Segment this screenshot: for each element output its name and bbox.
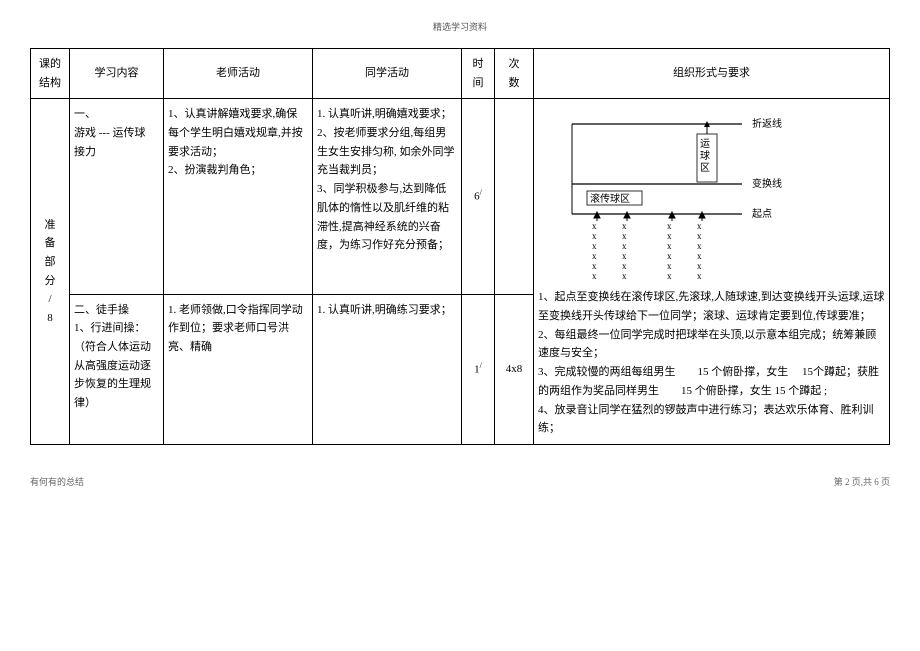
svg-text:x: x bbox=[667, 251, 672, 261]
time-cell-1: 6/ bbox=[462, 99, 495, 294]
org-text-2: 2、每组最终一位同学完成时把球举在头顶,以示意本组完成；统筹兼顾速度与安全； bbox=[538, 326, 885, 363]
svg-text:x: x bbox=[667, 231, 672, 241]
col-header-structure: 课的结构 bbox=[31, 49, 70, 99]
teacher-cell-1: 1、认真讲解嬉戏要求,确保每个学生明白嬉戏规章,并按要求活动；2、扮演裁判角色； bbox=[164, 99, 313, 294]
col-header-student: 同学活动 bbox=[313, 49, 462, 99]
svg-text:运: 运 bbox=[700, 138, 710, 150]
count-cell-1 bbox=[495, 99, 534, 294]
svg-text:x: x bbox=[667, 271, 672, 281]
svg-text:x: x bbox=[667, 221, 672, 231]
time-cell-2: 1/ bbox=[462, 294, 495, 444]
svg-text:x: x bbox=[622, 261, 627, 271]
field-diagram: 折返线 运 球 区 变换线 滚传球区 bbox=[542, 109, 881, 284]
svg-text:x: x bbox=[697, 261, 702, 271]
lesson-table: 课的结构 学习内容 老师活动 同学活动 时间 次数 组织形式与要求 准备部分/8… bbox=[30, 48, 890, 445]
org-text-1: 1、起点至变换线在滚传球区,先滚球,人随球速,到达变换线开头运球,运球至变换线开… bbox=[538, 288, 885, 325]
label-start: 起点 bbox=[752, 208, 772, 220]
footer-right: 第 2 页,共 6 页 bbox=[834, 475, 890, 488]
label-top: 折返线 bbox=[752, 117, 782, 130]
content-cell-2: 二、徒手操1、行进间操：（符合人体运动从高强度运动逐步恢复的生理规律） bbox=[70, 294, 164, 444]
svg-text:x: x bbox=[592, 231, 597, 241]
teacher-cell-2: 1. 老师领做,口令指挥同学动作到位；要求老师口号洪亮、精确 bbox=[164, 294, 313, 444]
org-text-4: 4、放录音让同学在猛烈的锣鼓声中进行练习；表达欢乐体育、胜利训练； bbox=[538, 401, 885, 438]
svg-text:x: x bbox=[622, 241, 627, 251]
svg-text:x: x bbox=[592, 241, 597, 251]
col-header-org: 组织形式与要求 bbox=[534, 49, 890, 99]
svg-text:x: x bbox=[697, 221, 702, 231]
footer-left: 有何有的总结 bbox=[30, 475, 84, 488]
svg-text:x: x bbox=[592, 221, 597, 231]
svg-text:x: x bbox=[697, 271, 702, 281]
svg-text:x: x bbox=[622, 271, 627, 281]
org-text-3: 3、完成较慢的两组每组男生 15 个俯卧撑，女生 15个蹲起；获胜的两组作为奖品… bbox=[538, 363, 885, 400]
svg-text:x: x bbox=[697, 231, 702, 241]
svg-text:球: 球 bbox=[700, 149, 710, 162]
student-cell-1: 1. 认真听讲,明确嬉戏要求；2、按老师要求分组,每组男生女生安排匀称, 如余外… bbox=[313, 99, 462, 294]
svg-text:x: x bbox=[592, 271, 597, 281]
label-mid: 变换线 bbox=[752, 177, 782, 190]
svg-text:x: x bbox=[697, 251, 702, 261]
count-cell-2: 4x8 bbox=[495, 294, 534, 444]
col-header-time: 时间 bbox=[462, 49, 495, 99]
col-header-teacher: 老师活动 bbox=[164, 49, 313, 99]
student-cell-2: 1. 认真听讲,明确练习要求； bbox=[313, 294, 462, 444]
svg-text:x: x bbox=[622, 231, 627, 241]
structure-cell: 准备部分/8 bbox=[31, 99, 70, 445]
col-header-content: 学习内容 bbox=[70, 49, 164, 99]
label-zone: 滚传球区 bbox=[590, 192, 630, 205]
svg-text:区: 区 bbox=[700, 162, 710, 174]
svg-text:x: x bbox=[697, 241, 702, 251]
page-header: 精选学习资料 bbox=[30, 20, 890, 33]
svg-text:x: x bbox=[592, 261, 597, 271]
svg-text:x: x bbox=[667, 261, 672, 271]
svg-text:x: x bbox=[667, 241, 672, 251]
org-cell: 折返线 运 球 区 变换线 滚传球区 bbox=[534, 99, 890, 445]
svg-text:x: x bbox=[592, 251, 597, 261]
col-header-count: 次数 bbox=[495, 49, 534, 99]
content-cell-1: 一、游戏 --- 运传球接力 bbox=[70, 99, 164, 294]
svg-text:x: x bbox=[622, 251, 627, 261]
svg-text:x: x bbox=[622, 221, 627, 231]
